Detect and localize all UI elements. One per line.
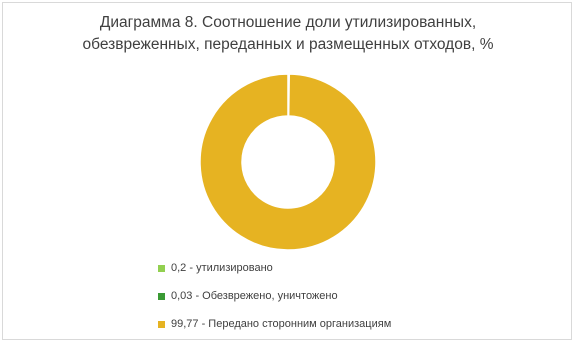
chart-title: Диаграмма 8. Соотношение доли утилизиров… [0,12,576,56]
legend-item-3: 99,77 - Передано сторонним организациям [158,316,488,332]
legend-item-2: 0,03 - Обезврежено, уничтожено [158,288,488,304]
legend-label-2: 0,03 - Обезврежено, уничтожено [171,290,338,302]
donut-chart [199,73,377,251]
chart-legend: 0,2 - утилизировано 0,03 - Обезврежено, у… [158,260,488,344]
legend-swatch-3 [158,320,165,328]
chart-frame [2,2,572,340]
legend-label-3: 99,77 - Передано сторонним организациям [171,318,392,330]
chart-title-line-2: обезвреженных, переданных и размещенных … [82,36,494,53]
legend-label-1: 0,2 - утилизировано [171,262,273,274]
chart-title-line-1: Диаграмма 8. Соотношение доли утилизиров… [99,14,477,31]
legend-swatch-1 [158,264,165,272]
legend-swatch-2 [158,292,165,300]
legend-item-1: 0,2 - утилизировано [158,260,488,276]
donut-slice-3 [199,73,377,251]
